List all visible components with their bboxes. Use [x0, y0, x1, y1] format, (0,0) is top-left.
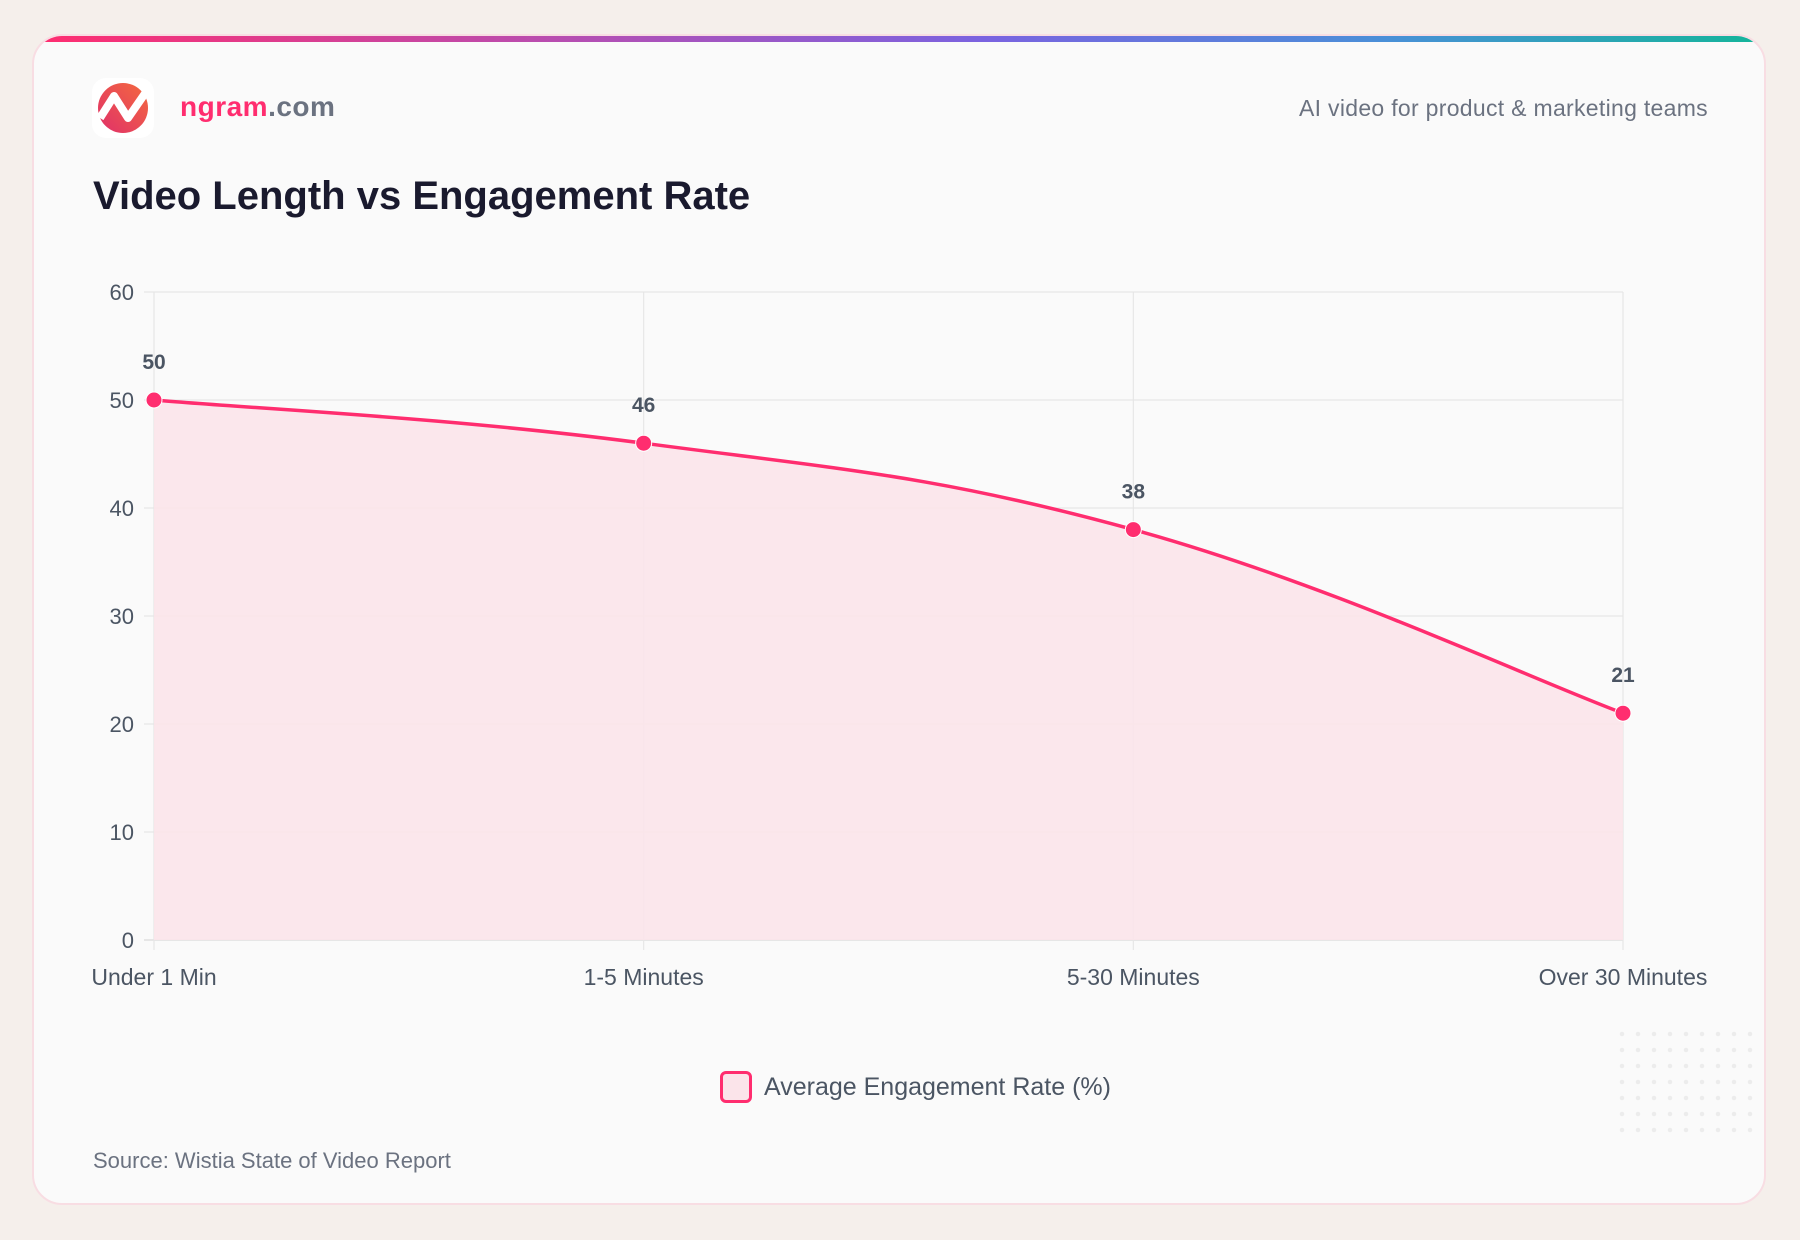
brand-suffix: .com	[268, 91, 336, 122]
tagline: AI video for product & marketing teams	[1299, 95, 1708, 121]
legend-swatch	[720, 1071, 752, 1103]
data-point	[635, 434, 653, 452]
y-tick-label: 50	[110, 388, 134, 413]
data-label: 21	[1611, 664, 1635, 687]
y-tick-label: 20	[110, 712, 134, 737]
data-point	[1124, 521, 1142, 539]
y-tick-label: 30	[110, 604, 134, 629]
data-point	[145, 391, 163, 409]
source-note: Source: Wistia State of Video Report	[93, 1148, 451, 1173]
legend-label: Average Engagement Rate (%)	[764, 1072, 1111, 1101]
y-tick-label: 0	[122, 928, 134, 953]
gradient-top-bar	[34, 36, 1764, 42]
x-tick-label: 1-5 Minutes	[584, 964, 704, 990]
data-label: 46	[632, 394, 655, 417]
area-fill	[154, 400, 1623, 940]
brand-name: ngram.com	[180, 91, 335, 123]
y-tick-label: 40	[110, 496, 134, 521]
data-label: 50	[142, 351, 165, 374]
x-tick-label: Over 30 Minutes	[1539, 964, 1708, 990]
x-tick-label: Under 1 Min	[91, 964, 216, 990]
dot-pattern-decoration	[1614, 1026, 1762, 1142]
brand-main: ngram	[180, 91, 269, 122]
y-tick-label: 10	[110, 820, 134, 845]
chart-title: Video Length vs Engagement Rate	[93, 174, 751, 218]
legend[interactable]: Average Engagement Rate (%)	[720, 1071, 1111, 1103]
data-label: 38	[1122, 481, 1146, 504]
y-tick-label: 60	[110, 280, 134, 305]
x-tick-label: 5-30 Minutes	[1067, 964, 1200, 990]
data-point	[1614, 704, 1632, 722]
series-line	[153, 398, 1624, 715]
ngram-logo-icon	[92, 78, 154, 138]
